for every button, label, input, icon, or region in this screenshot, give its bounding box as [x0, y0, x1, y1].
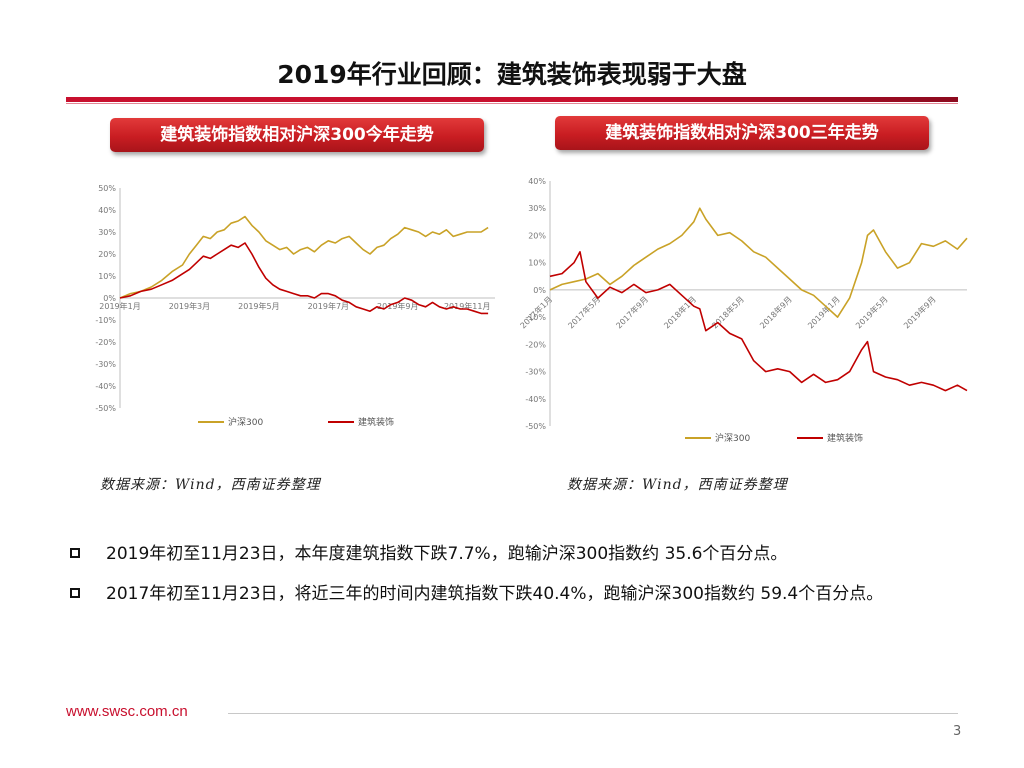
x-tick-label: 2018年9月: [758, 294, 794, 330]
chart-3yr: 40% 30% 20% 10% 0% -10% -20% -30% -40% -50% 2017年1…: [518, 177, 968, 444]
y-tick-label: -40%: [95, 382, 116, 391]
x-tick-label: 2017年1月: [518, 294, 554, 330]
legend-item-construction: 建筑装饰: [827, 432, 863, 444]
chart-title-3yr: 建筑装饰指数相对沪深300三年走势: [555, 116, 929, 150]
x-tick-label: 2019年9月: [377, 301, 418, 311]
x-tick-label: 2019年5月: [853, 294, 889, 330]
y-tick-label: -20%: [95, 338, 116, 347]
title-underline: [66, 97, 958, 102]
page-title: 2019年行业回顾：建筑装饰表现弱于大盘: [277, 60, 747, 89]
chart-ytd: 50% 40% 30% 20% 10% 0% -10% -20% -30% -40% -50% 201…: [95, 184, 495, 428]
series-line-hs300: [119, 215, 489, 299]
legend-item-hs300: 沪深300: [715, 432, 750, 444]
bullet-text: 2019年初至11月23日，本年度建筑指数下跌7.7%，跑输沪深300指数约 3…: [106, 544, 788, 564]
bullet-text: 2017年初至11月23日，将近三年的时间内建筑指数下跌40.4%，跑输沪深30…: [106, 584, 884, 604]
y-tick-label: 30%: [98, 228, 116, 237]
title-underline-thin: [66, 103, 958, 104]
y-tick-label: 40%: [528, 177, 546, 186]
x-tick-label: 2019年1月: [805, 294, 841, 330]
x-tick-label: 2019年11月: [444, 301, 491, 311]
y-tick-label: 0%: [533, 286, 546, 295]
series-line-construction: [119, 242, 489, 315]
series-line-hs300: [549, 207, 968, 318]
y-tick-label: 40%: [98, 206, 116, 215]
data-source-left: 数据来源：Wind，西南证券整理: [100, 477, 321, 493]
y-tick-label: -30%: [95, 360, 116, 369]
chart-title-ytd: 建筑装饰指数相对沪深300今年走势: [110, 118, 484, 152]
legend-item-construction: 建筑装饰: [358, 416, 394, 428]
y-tick-label: -50%: [525, 422, 546, 431]
y-tick-label: -20%: [525, 340, 546, 349]
y-tick-label: 20%: [98, 250, 116, 259]
data-source-right: 数据来源：Wind，西南证券整理: [567, 477, 788, 493]
y-tick-label: 10%: [98, 272, 116, 281]
x-tick-label: 2019年1月: [99, 301, 140, 311]
y-tick-label: 10%: [528, 259, 546, 268]
x-tick-label: 2017年5月: [566, 294, 602, 330]
x-tick-label: 2019年9月: [901, 294, 937, 330]
bullet-item: 2019年初至11月23日，本年度建筑指数下跌7.7%，跑输沪深300指数约 3…: [70, 541, 986, 567]
footer-divider: [228, 713, 958, 714]
footer-website-link[interactable]: www.swsc.com.cn: [66, 703, 188, 720]
x-tick-label: 2019年5月: [238, 301, 279, 311]
y-tick-label: -10%: [525, 313, 546, 322]
x-tick-label: 2019年3月: [169, 301, 210, 311]
page-number: 3: [953, 724, 962, 739]
y-tick-label: -30%: [525, 368, 546, 377]
y-tick-label: -40%: [525, 395, 546, 404]
y-tick-label: -10%: [95, 316, 116, 325]
y-tick-label: 30%: [528, 204, 546, 213]
y-tick-label: 20%: [528, 231, 546, 240]
bullet-item: 2017年初至11月23日，将近三年的时间内建筑指数下跌40.4%，跑输沪深30…: [70, 581, 986, 607]
y-tick-label: 0%: [103, 294, 116, 303]
checkbox-bullet-icon: [70, 548, 80, 558]
x-tick-label: 2018年1月: [662, 294, 698, 330]
x-tick-label: 2019年7月: [308, 301, 349, 311]
y-tick-label: 50%: [98, 184, 116, 193]
y-tick-label: -50%: [95, 404, 116, 413]
checkbox-bullet-icon: [70, 588, 80, 598]
series-line-construction: [549, 251, 968, 392]
legend-item-hs300: 沪深300: [228, 416, 263, 428]
x-tick-label: 2017年9月: [614, 294, 650, 330]
